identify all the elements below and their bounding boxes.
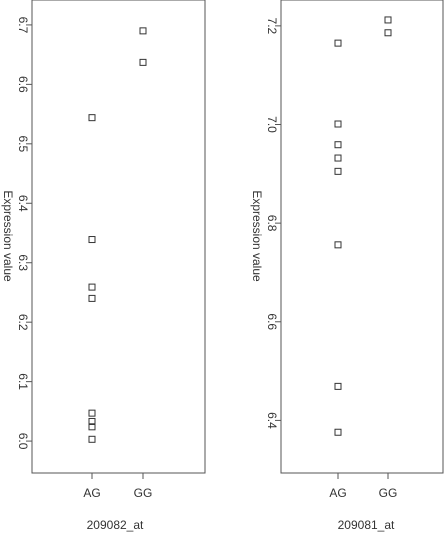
data-point: [88, 435, 96, 443]
y-tick-label: 6.3: [16, 254, 30, 271]
x-axis-209081: AG GG: [329, 473, 397, 500]
y-tick-label: 6.8: [265, 215, 279, 232]
data-point: [334, 120, 342, 128]
data-point: [88, 409, 96, 417]
y-axis-209082: 6.0 6.1 6.2 6.3 6.4 6.5 6.6 6.7: [16, 17, 32, 450]
y-axis-label-209081: Expression value: [250, 190, 264, 282]
data-point: [334, 39, 342, 47]
data-point: [334, 382, 342, 390]
data-point: [384, 29, 392, 37]
x-axis-label-209081: 209081_at: [338, 518, 395, 532]
x-axis-label-209082: 209082_at: [87, 518, 144, 532]
y-axis-label-209082: Expression value: [1, 190, 15, 282]
x-tick-label: GG: [379, 486, 398, 500]
data-point: [88, 417, 96, 425]
y-tick-label: 6.1: [16, 373, 30, 390]
y-tick-label: 7.2: [265, 18, 279, 35]
plot-frame-209082: [31, 0, 206, 474]
data-point: [88, 114, 96, 122]
data-point: [88, 294, 96, 302]
y-tick-label: 6.6: [265, 313, 279, 330]
x-tick-label: AG: [83, 486, 100, 500]
y-tick-label: 6.4: [16, 195, 30, 212]
points-209081: [334, 16, 392, 436]
data-point: [334, 241, 342, 249]
data-point: [334, 141, 342, 149]
y-tick-label: 6.2: [16, 314, 30, 331]
y-tick-label: 6.7: [16, 17, 30, 34]
x-tick-label: GG: [134, 486, 153, 500]
data-point: [334, 154, 342, 162]
y-tick-label: 6.5: [16, 135, 30, 152]
panel-209082: 6.0 6.1 6.2 6.3 6.4 6.5 6.6 6.7 AG GG Expression…: [1, 0, 206, 532]
y-tick-label: 6.0: [16, 433, 30, 450]
data-point: [139, 27, 147, 35]
y-tick-label: 6.4: [265, 412, 279, 429]
panel-209081: 6.4 6.6 6.8 7.0 7.2 AG GG Expression value 20…: [250, 0, 444, 532]
data-point: [139, 58, 147, 66]
y-axis-209081: 6.4 6.6 6.8 7.0 7.2: [265, 18, 281, 429]
y-tick-label: 7.0: [265, 116, 279, 133]
y-tick-label: 6.6: [16, 76, 30, 93]
data-point: [88, 283, 96, 291]
x-tick-label: AG: [329, 486, 346, 500]
data-point: [384, 16, 392, 24]
x-axis-209082: AG GG: [83, 473, 152, 500]
data-point: [88, 423, 96, 431]
data-point: [334, 428, 342, 436]
data-point: [334, 167, 342, 175]
data-point: [88, 236, 96, 244]
plot-frame-209081: [280, 0, 444, 474]
points-209082: [88, 27, 147, 443]
